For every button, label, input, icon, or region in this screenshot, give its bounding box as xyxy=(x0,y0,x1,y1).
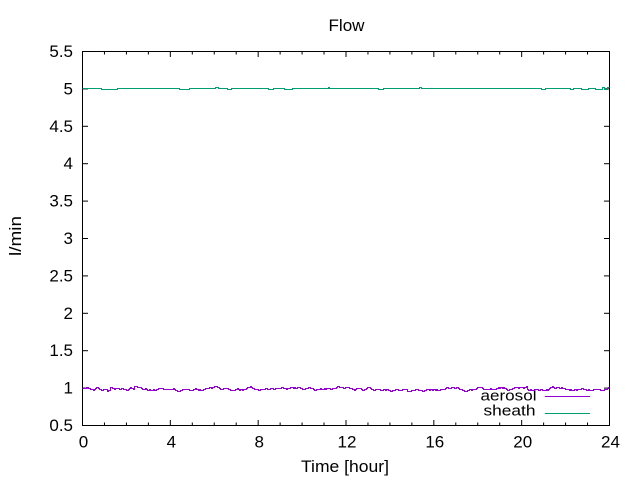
svg-text:24: 24 xyxy=(601,433,620,452)
svg-text:Time [hour]: Time [hour] xyxy=(301,457,389,476)
svg-text:4: 4 xyxy=(167,433,176,452)
svg-text:16: 16 xyxy=(425,433,444,452)
svg-text:l/min: l/min xyxy=(6,216,25,256)
svg-text:1: 1 xyxy=(64,379,73,398)
svg-text:5.5: 5.5 xyxy=(49,42,73,61)
svg-text:0.5: 0.5 xyxy=(49,416,73,435)
svg-text:8: 8 xyxy=(254,433,263,452)
svg-text:12: 12 xyxy=(338,433,357,452)
svg-text:3: 3 xyxy=(64,229,73,248)
svg-text:aerosol: aerosol xyxy=(481,387,537,404)
svg-text:sheath: sheath xyxy=(484,403,536,420)
svg-text:1.5: 1.5 xyxy=(49,341,73,360)
svg-text:4.5: 4.5 xyxy=(49,117,73,136)
svg-text:Flow: Flow xyxy=(329,16,366,35)
svg-text:2: 2 xyxy=(64,304,73,323)
svg-text:4: 4 xyxy=(64,154,73,173)
svg-text:0: 0 xyxy=(79,433,88,452)
svg-text:5: 5 xyxy=(64,79,73,98)
svg-text:3.5: 3.5 xyxy=(49,192,73,211)
svg-text:2.5: 2.5 xyxy=(49,266,73,285)
svg-text:20: 20 xyxy=(513,433,532,452)
